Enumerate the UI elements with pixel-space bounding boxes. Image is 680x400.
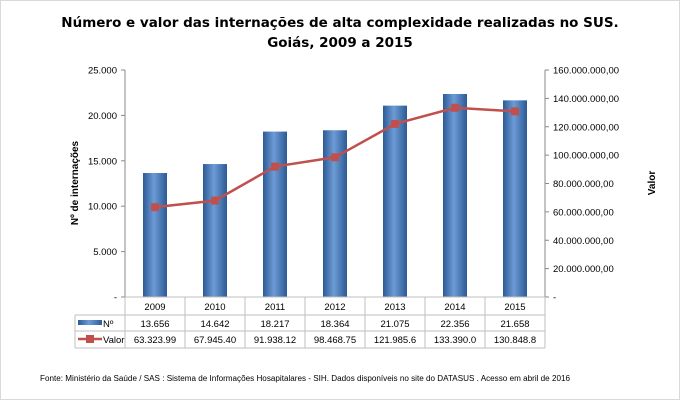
bar-2010 (203, 164, 227, 297)
valor-value: 133.390.0 (434, 335, 476, 346)
valor-point-2010 (211, 196, 219, 205)
n-value: 18.364 (320, 319, 349, 330)
right-tick-label: 120.000.000,00 (553, 122, 619, 133)
category-label: 2015 (504, 302, 525, 313)
chart-title: Número e valor das internações de alta c… (61, 15, 618, 31)
right-tick-label: 60.000.000,00 (553, 207, 614, 218)
left-tick-label: 15.000 (88, 156, 117, 167)
legend-label-n: Nº (103, 319, 114, 330)
valor-point-2011 (271, 162, 279, 171)
category-label: 2014 (444, 302, 465, 313)
valor-value: 67.945.40 (194, 335, 236, 346)
bar-2009 (143, 173, 167, 297)
bar-2011 (263, 131, 287, 297)
bar-2014 (443, 94, 467, 297)
legend-key-n (78, 320, 102, 325)
valor-value: 98.468.75 (314, 335, 356, 346)
legend-key-valor-marker (86, 335, 94, 343)
valor-point-2012 (331, 153, 339, 162)
right-tick-label: 100.000.000,00 (553, 151, 619, 162)
right-tick-label: 20.000.000,00 (553, 264, 614, 275)
right-tick-label: 40.000.000,00 (553, 236, 614, 247)
category-label: 2009 (144, 302, 165, 313)
category-label: 2011 (265, 302, 285, 313)
n-value: 18.217 (260, 319, 289, 330)
left-tick-label: - (114, 293, 117, 304)
n-value: 21.075 (380, 319, 409, 330)
left-tick-label: 25.000 (88, 66, 117, 77)
valor-point-2015 (511, 107, 519, 116)
source-note: Fonte: Ministério da Saúde / SAS : Siste… (40, 374, 571, 383)
valor-value: 63.323.99 (134, 335, 176, 346)
right-tick-label: 160.000.000,00 (553, 66, 619, 77)
category-label: 2012 (324, 302, 345, 313)
category-label: 2010 (204, 302, 225, 313)
left-tick-label: 5.000 (93, 247, 117, 258)
valor-value: 91.938.12 (254, 335, 296, 346)
valor-value: 121.985.6 (374, 335, 416, 346)
right-tick-label: 140.000.000,00 (553, 94, 619, 105)
chart-subtitle: Goiás, 2009 a 2015 (267, 35, 413, 51)
valor-point-2009 (151, 203, 159, 212)
left-tick-label: 20.000 (88, 111, 117, 122)
right-tick-label: - (553, 293, 556, 304)
left-tick-label: 10.000 (88, 202, 117, 213)
valor-point-2014 (451, 103, 459, 112)
bar-2013 (383, 105, 407, 297)
right-tick-label: 80.000.000,00 (553, 179, 614, 190)
y-axis-right-label: Valor (647, 171, 658, 196)
valor-value: 130.848.8 (494, 335, 536, 346)
category-label: 2013 (384, 302, 405, 313)
n-value: 22.356 (440, 319, 469, 330)
n-value: 13.656 (140, 319, 169, 330)
n-value: 21.658 (500, 319, 529, 330)
bar-2015 (503, 100, 527, 297)
y-axis-left-label: Nº de internações (70, 140, 81, 225)
n-value: 14.642 (200, 319, 229, 330)
legend-label-valor: Valor (103, 335, 124, 346)
valor-point-2013 (391, 119, 399, 128)
